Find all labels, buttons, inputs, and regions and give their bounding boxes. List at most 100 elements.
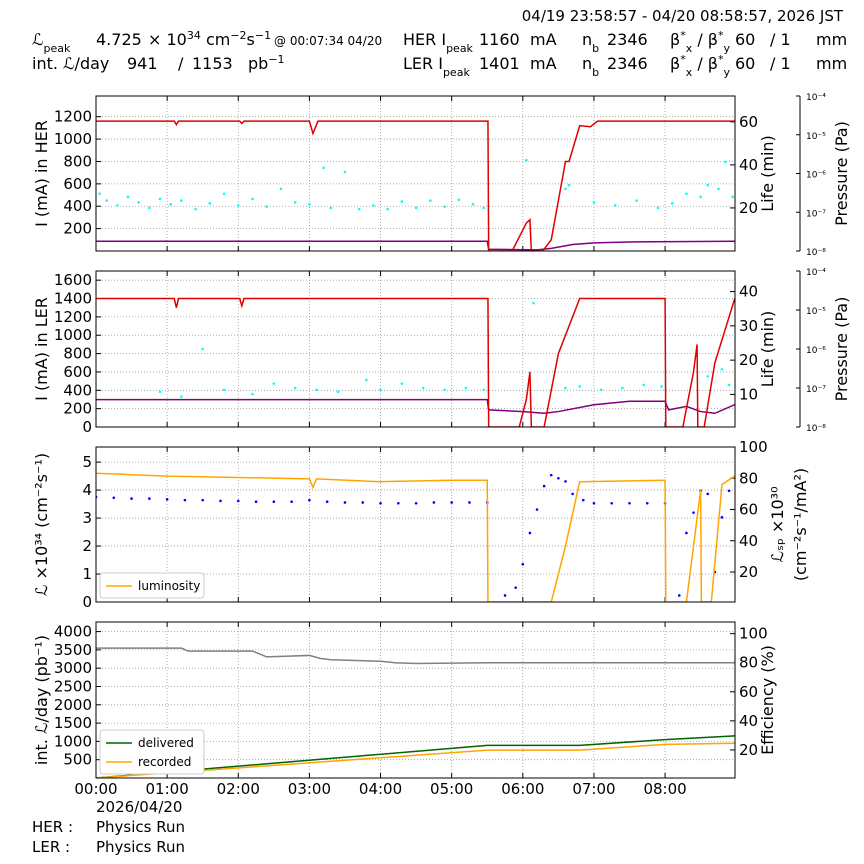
data-point xyxy=(293,201,297,204)
header-text: β xyxy=(670,54,680,73)
data-point xyxy=(564,386,567,390)
data-point xyxy=(525,158,528,162)
data-point xyxy=(222,192,226,196)
y2-tick-label: 100 xyxy=(739,625,768,643)
header-text: 1401 xyxy=(479,54,520,73)
header-text: / β xyxy=(692,30,718,49)
legend-label: delivered xyxy=(138,736,194,750)
header-field: 2346 xyxy=(607,30,648,49)
y3-tick-label: 10⁻⁷ xyxy=(806,385,826,395)
header-text: LER I xyxy=(403,54,443,73)
ring-label: LER : xyxy=(32,838,70,856)
data-point xyxy=(194,207,197,211)
data-point xyxy=(236,204,240,207)
header-text: 34 xyxy=(187,29,201,42)
header-text: mm xyxy=(816,30,847,49)
data-line xyxy=(96,735,735,778)
data-point xyxy=(357,207,361,211)
y-tick-label: 800 xyxy=(63,345,92,363)
header-text: / xyxy=(178,54,184,73)
header-field: / xyxy=(178,54,184,73)
data-line xyxy=(96,472,735,602)
data-point xyxy=(208,202,212,205)
header-field: int. ℒ/day xyxy=(32,54,109,73)
y3-tick-label: 10⁻⁴ xyxy=(806,93,826,103)
header-text: mA xyxy=(530,30,557,49)
y-tick-label: 400 xyxy=(63,381,92,399)
y-axis-label: ℒ ×10³⁴ (cm⁻²s⁻¹) xyxy=(32,453,51,596)
header-text: * xyxy=(718,29,724,42)
data-point xyxy=(613,204,617,207)
header-text: mm xyxy=(816,54,847,73)
y2-tick-label: 60 xyxy=(739,501,758,519)
data-point xyxy=(180,199,183,202)
y3-tick-label: 10⁻⁴ xyxy=(806,268,826,278)
y-tick-label: 1000 xyxy=(54,326,92,344)
data-point xyxy=(482,388,485,392)
data-point xyxy=(571,492,574,496)
data-point xyxy=(628,501,631,505)
data-point xyxy=(165,498,169,501)
data-point xyxy=(599,388,603,392)
data-line xyxy=(96,297,735,427)
header-field: nb xyxy=(582,30,599,55)
header-field: 60 xyxy=(735,30,755,49)
y2-tick-label: 30 xyxy=(739,317,758,335)
y2-axis-label: (cm⁻²s⁻¹/mA²) xyxy=(791,468,810,581)
y-tick-label: 1500 xyxy=(54,714,92,732)
data-point xyxy=(610,501,614,505)
y2-tick-label: 20 xyxy=(739,563,758,581)
y-tick-label: 3000 xyxy=(54,659,92,677)
data-point xyxy=(148,497,151,500)
data-point xyxy=(564,187,567,191)
data-point xyxy=(706,183,710,187)
data-point xyxy=(130,497,133,500)
panel: 200 400 600 800 1000 1200 20 40 60 10⁻⁸ 10⁻⁷ 10⁻⁶ 10… xyxy=(32,93,851,258)
data-point xyxy=(567,183,571,187)
plot-frame xyxy=(95,270,736,428)
y2-tick-label: 40 xyxy=(739,532,758,550)
data-point xyxy=(414,206,418,210)
data-point xyxy=(471,203,475,206)
data-point xyxy=(621,386,624,390)
data-point xyxy=(343,501,347,504)
y-tick-label: 1000 xyxy=(54,732,92,750)
y2-tick-label: 100 xyxy=(739,438,768,456)
data-point xyxy=(549,473,553,477)
legend-box xyxy=(99,729,205,775)
y-tick-label: 200 xyxy=(63,220,92,238)
header-field: / 1 xyxy=(770,30,791,49)
data-point xyxy=(325,500,329,503)
data-point xyxy=(564,480,567,483)
data-point xyxy=(251,197,254,201)
header-text: 1153 xyxy=(192,54,233,73)
header-field: β*x / β*y xyxy=(670,53,731,79)
data-line xyxy=(96,240,735,251)
y-tick-label: 2000 xyxy=(54,696,92,714)
header-text: y xyxy=(724,66,731,79)
data-point xyxy=(557,476,560,480)
header-text: 1160 xyxy=(479,30,520,49)
data-point xyxy=(201,498,205,502)
y2-tick-label: 20 xyxy=(739,351,758,369)
y2-tick-label: 20 xyxy=(739,741,758,759)
data-point xyxy=(528,531,532,535)
header-text: mA xyxy=(530,54,557,73)
data-point xyxy=(397,501,400,505)
data-point xyxy=(343,170,347,174)
data-point xyxy=(720,368,724,371)
data-point xyxy=(222,388,226,392)
y2-tick-label: 20 xyxy=(739,199,758,217)
data-point xyxy=(279,187,283,191)
header-field: mm xyxy=(816,54,847,73)
data-point xyxy=(443,205,446,208)
plot-frame xyxy=(95,95,736,252)
header-field: mm xyxy=(816,30,847,49)
data-point xyxy=(521,562,525,566)
data-point xyxy=(581,498,585,502)
y-tick-label: 1200 xyxy=(54,108,92,126)
y-tick-label: 3500 xyxy=(54,641,92,659)
y-tick-label: 1200 xyxy=(54,308,92,326)
data-point xyxy=(308,203,311,206)
